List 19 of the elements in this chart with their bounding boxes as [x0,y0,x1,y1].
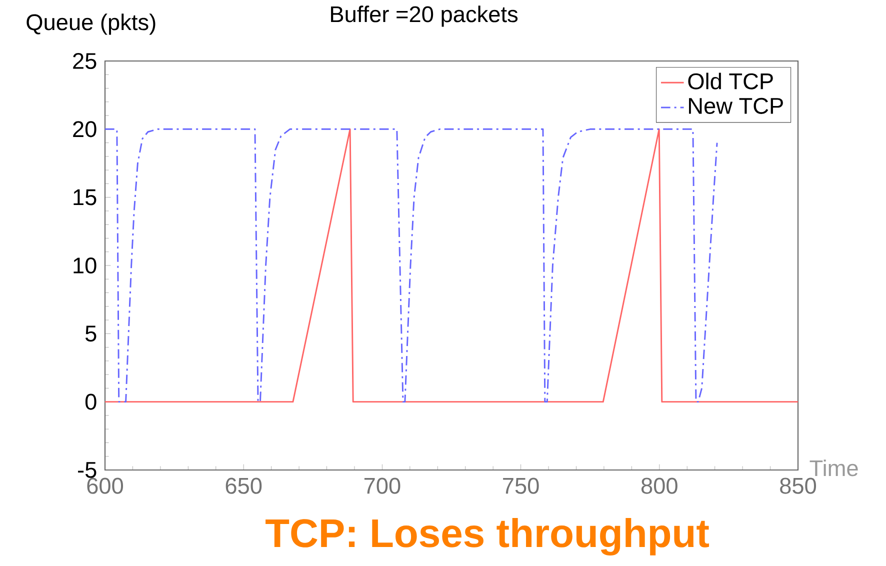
y-axis-title: Queue (pkts) [26,14,156,35]
x-tick-label: 750 [503,478,539,494]
y-tick-label: 5 [85,326,96,342]
text: TCP: Loses throughput [266,518,710,556]
y-tick-label: -5 [78,462,96,478]
x-tick-label: 650 [226,478,262,494]
x-tick-label: 850 [780,478,816,494]
y-tick-label: 0 [85,394,96,410]
x-tick-label: 800 [641,478,678,494]
y-tick-label: 25 [73,52,96,70]
y-tick-label: 20 [73,121,96,138]
x-axis-title: Time [810,460,858,476]
y-tick-label: 15 [74,189,96,206]
chart-title: Buffer =20 packets [331,6,518,27]
x-tick-label: 700 [364,478,400,494]
y-tick-label: 10 [74,257,96,274]
x-tick-label: 600 [87,478,124,494]
legend-label: Old TCP [688,72,773,90]
legend-label: New TCP [689,98,783,114]
